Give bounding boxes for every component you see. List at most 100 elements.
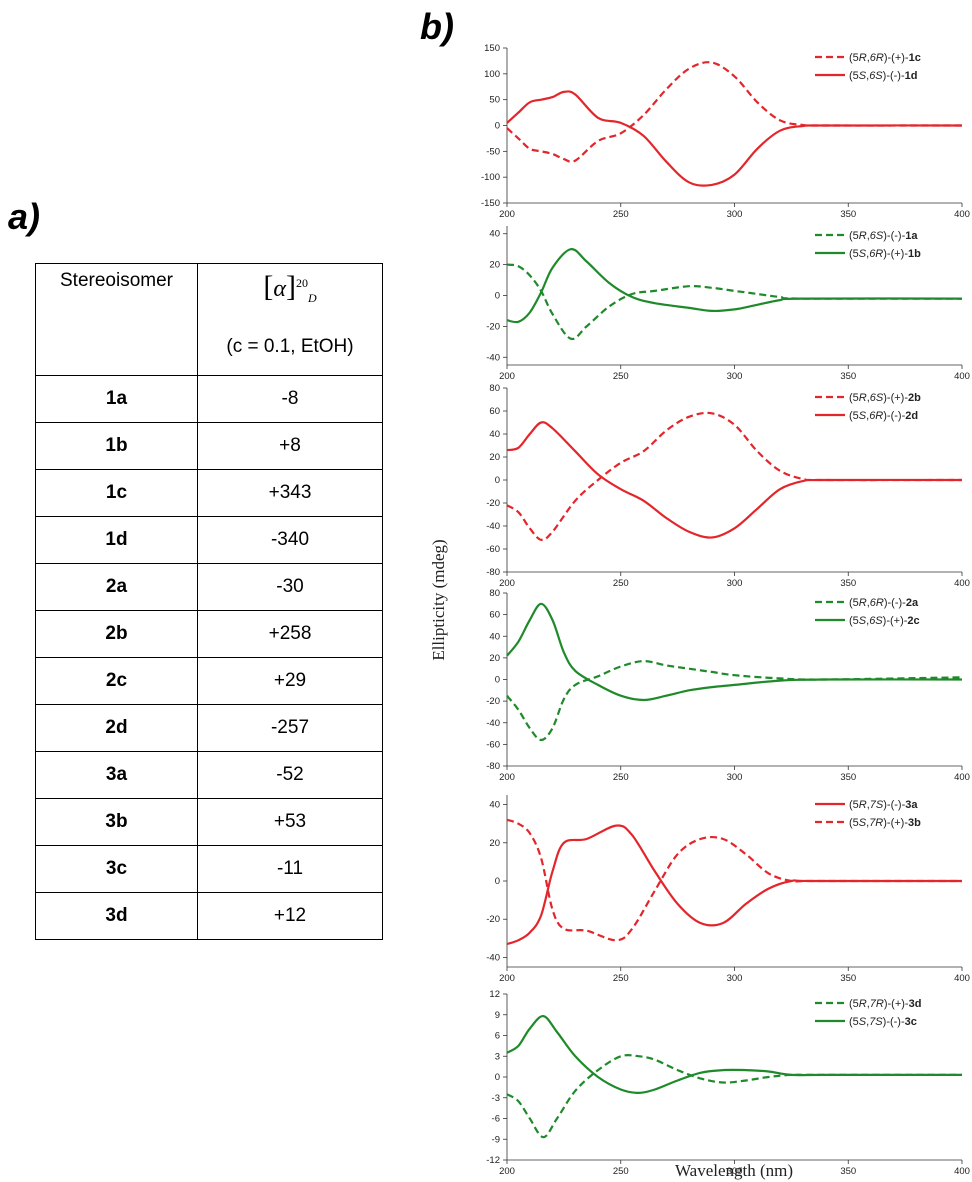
table-header-row: Stereoisomer [α]20D (c = 0.1, EtOH) [35, 263, 383, 376]
y-tick-label: -9 [492, 1134, 500, 1145]
series-line-1a [506, 263, 963, 341]
y-tick-label: 0 [495, 876, 500, 887]
stereoisomer-cell: 2d [35, 704, 198, 752]
cd-panel: -40 -20 0 20 40 200 250 300 350 400 (5R,7S)-(-)-3a… [486, 795, 970, 984]
x-tick-label: 350 [840, 1166, 856, 1177]
stereoisomer-cell: 1b [35, 422, 198, 470]
table-row: 2d -257 [35, 704, 383, 752]
optical-rotation-table: Stereoisomer [α]20D (c = 0.1, EtOH) 1a -8… [35, 263, 383, 940]
y-tick-label: -20 [486, 696, 500, 707]
x-tick-label: 200 [499, 371, 515, 382]
legend-entry: (5R,6R)-(-)-2a [849, 597, 919, 609]
x-tick-label: 200 [499, 209, 515, 220]
y-tick-label: 60 [489, 406, 500, 417]
series-line-3c [506, 1015, 962, 1095]
y-tick-label: 20 [489, 452, 500, 463]
series-line-1c [506, 61, 963, 163]
table-row: 1d -340 [35, 516, 383, 564]
x-tick-label: 300 [727, 209, 743, 220]
y-tick-label: 0 [495, 675, 500, 686]
stereoisomer-cell: 2b [35, 610, 198, 658]
x-tick-label: 350 [840, 371, 856, 382]
x-tick-label: 400 [954, 772, 970, 783]
x-tick-label: 250 [613, 1166, 629, 1177]
x-tick-label: 250 [613, 973, 629, 984]
legend-entry: (5R,6S)-(+)-2b [849, 392, 921, 404]
y-tick-label: -40 [486, 521, 500, 532]
x-tick-label: 200 [499, 578, 515, 589]
y-tick-label: 0 [495, 291, 500, 302]
rotation-value-cell: +53 [197, 798, 383, 846]
y-tick-label: 50 [489, 95, 500, 106]
legend-entry: (5R,7R)-(+)-3d [849, 998, 921, 1010]
table-row: 2a -30 [35, 563, 383, 611]
x-tick-label: 300 [727, 1166, 743, 1177]
y-axis-title: Ellipticity (mdeg) [429, 539, 448, 660]
x-tick-label: 350 [840, 209, 856, 220]
y-tick-label: -50 [486, 146, 500, 157]
rotation-value-cell: -340 [197, 516, 383, 564]
y-tick-label: 40 [489, 229, 500, 240]
x-tick-label: 350 [840, 578, 856, 589]
y-tick-label: 20 [489, 838, 500, 849]
y-tick-label: 6 [495, 1031, 500, 1042]
y-tick-label: -80 [486, 761, 500, 772]
x-tick-label: 300 [727, 772, 743, 783]
x-tick-label: 200 [499, 772, 515, 783]
stereoisomer-cell: 3c [35, 845, 198, 893]
series-line-2b [506, 411, 963, 541]
legend-entry: (5S,6R)-(-)-2d [849, 410, 918, 422]
stereoisomer-header: Stereoisomer [35, 263, 198, 376]
y-tick-label: -150 [481, 198, 500, 209]
x-tick-label: 300 [727, 973, 743, 984]
y-tick-label: 40 [489, 429, 500, 440]
table-row: 3b +53 [35, 798, 383, 846]
table-row: 2c +29 [35, 657, 383, 705]
series-line-2d [506, 421, 963, 539]
y-tick-label: 60 [489, 610, 500, 621]
x-tick-label: 250 [613, 772, 629, 783]
series-line-1d [506, 90, 963, 187]
rotation-value-cell: -30 [197, 563, 383, 611]
x-tick-label: 350 [840, 973, 856, 984]
panel-b-label: b) [420, 6, 454, 47]
y-tick-label: 80 [489, 383, 500, 394]
y-tick-label: 20 [489, 260, 500, 271]
rotation-value-cell: -52 [197, 751, 383, 799]
x-tick-label: 250 [613, 209, 629, 220]
y-tick-label: -40 [486, 352, 500, 363]
legend-entry: (5S,6R)-(+)-1b [849, 248, 921, 260]
x-tick-label: 250 [613, 371, 629, 382]
legend-entry: (5R,7S)-(-)-3a [849, 799, 918, 811]
table-row: 2b +258 [35, 610, 383, 658]
y-tick-label: 0 [495, 1072, 500, 1083]
y-tick-label: 150 [484, 43, 500, 54]
series-line-3d [506, 1053, 962, 1139]
rotation-value-cell: +29 [197, 657, 383, 705]
y-tick-label: 3 [495, 1051, 500, 1062]
legend-entry: (5S,7S)-(-)-3c [849, 1016, 917, 1028]
y-tick-label: -60 [486, 544, 500, 555]
x-tick-label: 250 [613, 578, 629, 589]
y-tick-label: -20 [486, 321, 500, 332]
x-tick-label: 400 [954, 1166, 970, 1177]
cd-panel: -80 -60 -40 -20 0 20 40 60 80 200 250 300 350 400 (5R,… [486, 588, 970, 783]
y-tick-label: 0 [495, 475, 500, 486]
y-tick-label: 40 [489, 631, 500, 642]
cd-panel: -40 -20 0 20 40 200 250 300 350 400 (5R,6S)-(-)-1a… [486, 226, 970, 382]
x-tick-label: 400 [954, 371, 970, 382]
y-tick-label: 40 [489, 800, 500, 811]
x-axis-title: Wavelength (nm) [675, 1161, 793, 1180]
legend-entry: (5S,7R)-(+)-3b [849, 817, 921, 829]
cd-panel: -12 -9 -6 -3 0 3 6 9 12 200 250 300 350 400 (5R,7R)-(+… [486, 989, 970, 1177]
legend-entry: (5S,6S)-(+)-2c [849, 615, 920, 627]
x-tick-label: 400 [954, 578, 970, 589]
y-tick-label: -6 [492, 1114, 500, 1125]
y-tick-label: -40 [486, 952, 500, 963]
legend-entry: (5S,6S)-(-)-1d [849, 70, 917, 82]
x-tick-label: 300 [727, 371, 743, 382]
y-tick-label: -80 [486, 567, 500, 578]
x-tick-label: 350 [840, 772, 856, 783]
y-tick-label: 12 [489, 989, 500, 1000]
